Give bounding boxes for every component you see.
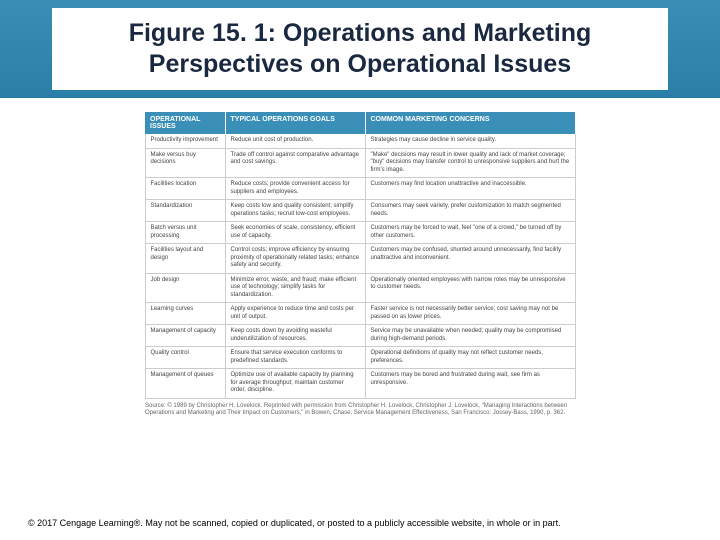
col-header-goals: TYPICAL OPERATIONS GOALS	[225, 112, 365, 134]
table-cell: Job design	[145, 273, 225, 303]
table-cell: Customers may be confused, shunted aroun…	[365, 244, 575, 274]
table-cell: Quality control	[145, 347, 225, 369]
table-row: Batch versus unit processingSeek economi…	[145, 222, 575, 244]
col-header-concerns: COMMON MARKETING CONCERNS	[365, 112, 575, 134]
table-cell: Keep costs low and quality consistent; s…	[225, 200, 365, 222]
table-cell: Minimize error, waste, and fraud; make e…	[225, 273, 365, 303]
title-box: Figure 15. 1: Operations and Marketing P…	[52, 8, 668, 90]
table-cell: Customers may be bored and frustrated du…	[365, 369, 575, 399]
table-cell: Batch versus unit processing	[145, 222, 225, 244]
figure-title: Figure 15. 1: Operations and Marketing P…	[62, 18, 658, 81]
table-cell: Customers may be forced to wait, feel "o…	[365, 222, 575, 244]
table-row: Make versus buy decisionsTrade off contr…	[145, 148, 575, 178]
table-row: Job designMinimize error, waste, and fra…	[145, 273, 575, 303]
table-header-row: OPERATIONAL ISSUES TYPICAL OPERATIONS GO…	[145, 112, 575, 134]
table-row: Facilities layout and designControl cost…	[145, 244, 575, 274]
table-cell: Operational definitions of quality may n…	[365, 347, 575, 369]
table-cell: Facilities layout and design	[145, 244, 225, 274]
table-row: Management of capacityKeep costs down by…	[145, 325, 575, 347]
col-header-issues: OPERATIONAL ISSUES	[145, 112, 225, 134]
table-row: Productivity improvementReduce unit cost…	[145, 134, 575, 148]
table-cell: Reduce unit cost of production.	[225, 134, 365, 148]
header-bar: Figure 15. 1: Operations and Marketing P…	[0, 0, 720, 98]
table-row: Learning curvesApply experience to reduc…	[145, 303, 575, 325]
table-cell: Productivity improvement	[145, 134, 225, 148]
table-cell: Faster service is not necessarily better…	[365, 303, 575, 325]
table-cell: Ensure that service execution conforms t…	[225, 347, 365, 369]
table-container: OPERATIONAL ISSUES TYPICAL OPERATIONS GO…	[0, 112, 720, 417]
source-note: Source: © 1989 by Christopher H. Loveloc…	[145, 403, 575, 417]
table-cell: Trade off control against comparative ad…	[225, 148, 365, 178]
table-cell: Customers may find location unattractive…	[365, 178, 575, 200]
table-row: Quality controlEnsure that service execu…	[145, 347, 575, 369]
table-cell: Make versus buy decisions	[145, 148, 225, 178]
table-cell: Standardization	[145, 200, 225, 222]
table-cell: Management of queues	[145, 369, 225, 399]
table-cell: Management of capacity	[145, 325, 225, 347]
table-cell: Reduce costs; provide convenient access …	[225, 178, 365, 200]
table-cell: Consumers may seek variety, prefer custo…	[365, 200, 575, 222]
table-cell: Control costs; improve efficiency by ens…	[225, 244, 365, 274]
table-cell: Seek economies of scale, consistency, ef…	[225, 222, 365, 244]
table-cell: Service may be unavailable when needed; …	[365, 325, 575, 347]
table-cell: Operationally oriented employees with na…	[365, 273, 575, 303]
copyright-notice: © 2017 Cengage Learning®. May not be sca…	[28, 518, 561, 528]
table-cell: Apply experience to reduce time and cost…	[225, 303, 365, 325]
operations-marketing-table: OPERATIONAL ISSUES TYPICAL OPERATIONS GO…	[145, 112, 576, 399]
table-cell: Learning curves	[145, 303, 225, 325]
table-cell: Keep costs down by avoiding wasteful und…	[225, 325, 365, 347]
table-cell: Facilities location	[145, 178, 225, 200]
table-row: StandardizationKeep costs low and qualit…	[145, 200, 575, 222]
table-cell: Optimize use of available capacity by pl…	[225, 369, 365, 399]
table-cell: Strategies may cause decline in service …	[365, 134, 575, 148]
table-row: Facilities locationReduce costs; provide…	[145, 178, 575, 200]
table-cell: "Make" decisions may result in lower qua…	[365, 148, 575, 178]
table-row: Management of queuesOptimize use of avai…	[145, 369, 575, 399]
